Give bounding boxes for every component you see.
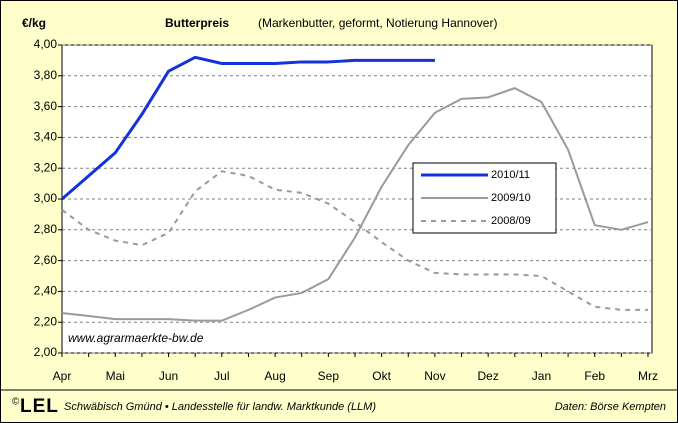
logo: LEL xyxy=(20,396,59,417)
y-tick-label: 2,80 xyxy=(34,222,58,236)
x-tick-label: Feb xyxy=(584,369,605,383)
legend-label: 2008/09 xyxy=(491,215,531,227)
y-tick-label: 3,00 xyxy=(34,191,58,205)
y-tick-label: 3,40 xyxy=(34,130,58,144)
chart-title: Butterpreis xyxy=(165,16,229,30)
chart-subtitle: (Markenbutter, geformt, Notierung Hannov… xyxy=(258,16,497,30)
x-tick-label: Apr xyxy=(53,369,72,383)
x-tick-label: Jan xyxy=(532,369,551,383)
y-tick-label: 2,20 xyxy=(34,314,58,328)
x-tick-label: Okt xyxy=(372,369,391,383)
x-tick-label: Nov xyxy=(424,369,445,383)
line-series xyxy=(61,87,649,322)
y-tick-label: 2,00 xyxy=(34,345,58,359)
y-tick-label: 3,60 xyxy=(34,99,58,113)
y-tick-label: 3,20 xyxy=(34,160,58,174)
annotation: www.agrarmaerkte-bw.de xyxy=(68,331,204,345)
legend-label: 2009/10 xyxy=(491,192,531,204)
y-tick-label: 2,40 xyxy=(34,284,58,298)
x-tick-label: Sep xyxy=(318,369,340,383)
x-tick-label: Jun xyxy=(159,369,178,383)
x-tick-label: Mai xyxy=(106,369,125,383)
line-series xyxy=(61,55,435,201)
x-tick-label: Dez xyxy=(478,369,499,383)
x-tick-label: Mrz xyxy=(638,369,658,383)
logo-mark: © xyxy=(12,397,20,408)
legend-label: 2010/11 xyxy=(491,169,530,181)
x-tick-label: Jul xyxy=(214,369,229,383)
y-axis-label: €/kg xyxy=(22,16,46,30)
y-tick-label: 3,80 xyxy=(34,68,58,82)
footer-right: Daten: Börse Kempten xyxy=(555,401,666,413)
x-tick-label: Aug xyxy=(264,369,285,383)
y-tick-label: 4,00 xyxy=(34,37,58,51)
footer-left: Schwäbisch Gmünd • Landesstelle für land… xyxy=(64,401,376,413)
y-tick-label: 2,60 xyxy=(34,253,58,267)
